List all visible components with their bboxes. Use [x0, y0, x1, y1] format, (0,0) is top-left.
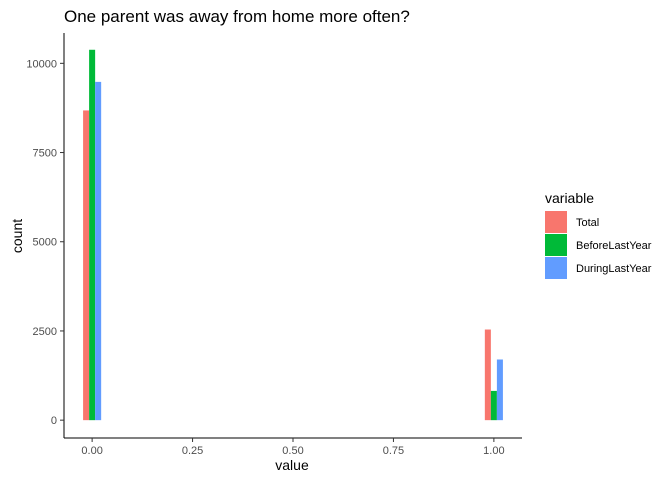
x-tick-label: 0.25	[182, 445, 203, 457]
chart-title: One parent was away from home more often…	[64, 7, 410, 26]
y-ticks: 0 2500 5000 7500 10000	[26, 58, 64, 427]
legend-title: variable	[545, 190, 594, 206]
bar-beforelastyear-1	[490, 390, 497, 421]
x-tick-label: 0.75	[383, 445, 404, 457]
y-tick-label: 7500	[33, 148, 57, 160]
legend-swatch-duringlastyear	[545, 257, 567, 279]
y-axis-title: count	[9, 219, 25, 253]
legend: variable Total BeforeLastYear DuringLastYe…	[545, 190, 652, 279]
legend-swatch-beforelastyear	[545, 234, 567, 256]
y-tick-label: 2500	[33, 326, 57, 338]
x-tick-label: 1.00	[483, 445, 504, 457]
bar-total-1	[484, 329, 491, 421]
y-tick-label: 0	[51, 415, 57, 427]
bar-beforelastyear-0	[89, 49, 96, 421]
bar-duringlastyear-0	[95, 81, 102, 421]
bars-group	[83, 49, 503, 421]
legend-label-duringlastyear: DuringLastYear	[576, 263, 652, 275]
y-tick-label: 10000	[26, 58, 57, 70]
legend-label-total: Total	[576, 217, 599, 229]
legend-swatch-total	[545, 211, 567, 233]
x-tick-label: 0.00	[81, 445, 102, 457]
x-tick-label: 0.50	[282, 445, 303, 457]
legend-label-beforelastyear: BeforeLastYear	[576, 240, 652, 252]
y-tick-label: 5000	[33, 237, 57, 249]
x-ticks: 0.00 0.25 0.50 0.75 1.00	[81, 438, 505, 457]
x-axis-title: value	[275, 457, 309, 473]
bar-total-0	[83, 110, 90, 421]
bar-duringlastyear-1	[496, 359, 503, 421]
